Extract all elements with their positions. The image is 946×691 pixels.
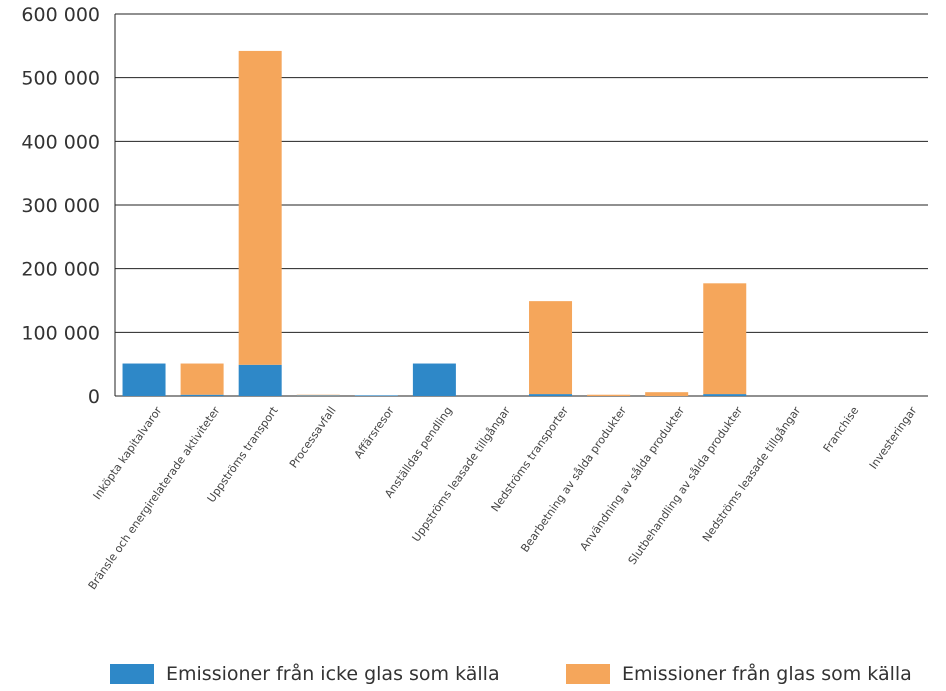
bar-segment-non-glass	[180, 394, 224, 396]
y-tick-label: 300 000	[21, 195, 100, 217]
y-tick-label: 600 000	[21, 4, 100, 26]
y-tick-label: 500 000	[21, 68, 100, 90]
bar-segment-glass	[296, 394, 340, 396]
bar-segment-glass	[703, 283, 747, 395]
legend-swatch-non-glass	[110, 664, 154, 684]
bar-segment-non-glass	[703, 394, 747, 396]
x-tick-label: Affärsresor	[352, 404, 397, 461]
bar-segment-glass	[645, 392, 689, 396]
bar-segment-non-glass	[122, 363, 166, 396]
y-tick-label: 400 000	[21, 131, 100, 153]
y-tick-label: 0	[88, 386, 100, 408]
x-tick-label: Investeringar	[867, 404, 920, 472]
legend-label-non-glass: Emissioner från icke glas som källa	[166, 663, 500, 685]
legend-item-glass: Emissioner från glas som källa	[566, 660, 912, 688]
y-tick-label: 200 000	[21, 259, 100, 281]
bar-segment-glass	[180, 363, 224, 395]
bar-segment-non-glass	[529, 394, 573, 396]
legend-swatch-glass	[566, 664, 610, 684]
bar-segment-glass	[238, 50, 282, 365]
bar-segment-non-glass	[296, 395, 340, 396]
x-tick-label: Slutbehandling av sålda produkter	[626, 404, 746, 567]
bars	[122, 50, 747, 396]
legend: Emissioner från icke glas som källa Emis…	[0, 660, 946, 688]
x-tick-label: Nedströms leasade tillgångar	[700, 404, 804, 544]
y-tick-label: 100 000	[21, 322, 100, 344]
legend-label-glass: Emissioner från glas som källa	[622, 663, 912, 685]
x-tick-label: Användning av sålda produkter	[577, 404, 687, 553]
bar-segment-non-glass	[238, 364, 282, 396]
x-tick-label: Franchise	[821, 404, 862, 455]
x-tick-label: Uppströms leasade tillgångar	[410, 404, 514, 544]
x-tick-label: Bränsle och energirelaterade aktiviteter	[86, 404, 223, 592]
bar-segment-glass	[529, 301, 573, 395]
x-tick-label: Bearbetning av sålda produkter	[518, 404, 629, 555]
y-tick-labels: 0 100 000 200 000 300 000 400 000 500 000 600 …	[21, 4, 100, 408]
bar-segment-glass	[587, 394, 631, 396]
bar-segment-non-glass	[354, 395, 398, 396]
gridlines	[115, 13, 928, 333]
bar-segment-non-glass	[412, 363, 456, 396]
legend-item-non-glass: Emissioner från icke glas som källa	[110, 660, 500, 688]
emissions-bar-chart: 0 100 000 200 000 300 000 400 000 500 000 600 …	[21, 4, 928, 592]
x-tick-label: Processavfall	[287, 404, 339, 470]
